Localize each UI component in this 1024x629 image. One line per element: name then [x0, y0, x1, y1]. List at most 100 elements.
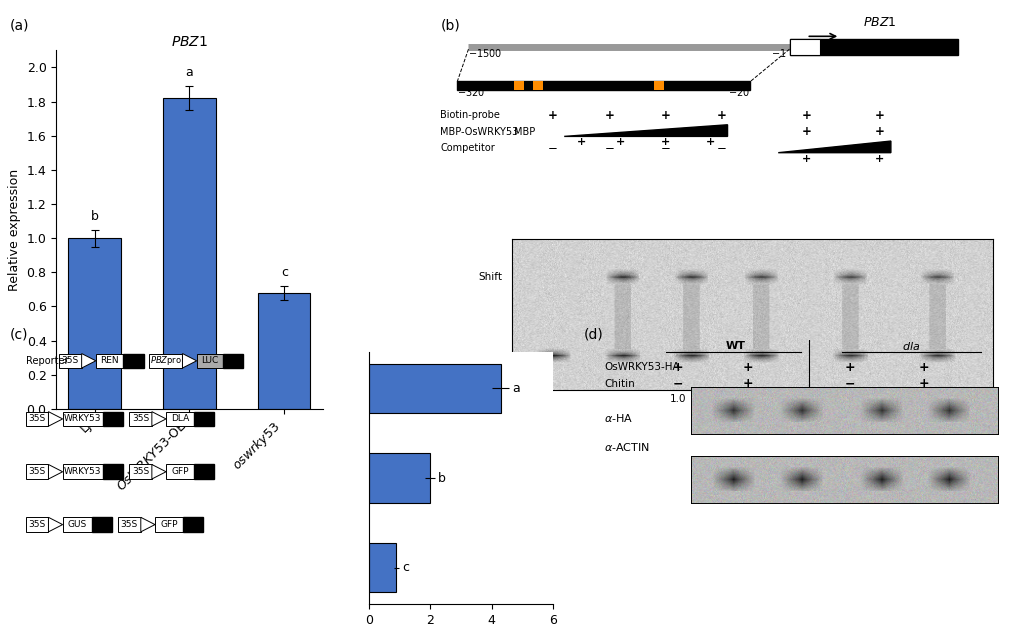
Text: −: −	[660, 142, 671, 155]
Text: MBP-OsWRKY53: MBP-OsWRKY53	[440, 127, 518, 136]
Text: −: −	[604, 142, 614, 155]
Bar	[197, 353, 223, 368]
Text: 35S: 35S	[29, 467, 46, 476]
Polygon shape	[48, 411, 62, 426]
Text: −: −	[717, 142, 727, 155]
Bar	[62, 517, 92, 532]
Text: +: +	[673, 361, 683, 374]
Text: +: +	[706, 137, 716, 147]
Text: 1.0: 1.0	[670, 394, 686, 404]
Text: −: −	[548, 142, 558, 155]
Bar	[194, 464, 214, 479]
Text: 35S: 35S	[132, 415, 150, 423]
Text: $-$1: $-$1	[770, 47, 786, 59]
Bar	[69, 238, 121, 409]
Bar	[457, 81, 750, 90]
Polygon shape	[82, 353, 96, 368]
Bar	[150, 353, 182, 368]
Text: +: +	[615, 137, 626, 147]
Polygon shape	[564, 125, 727, 136]
Text: $-$1500: $-$1500	[469, 47, 503, 59]
Bar	[96, 353, 124, 368]
Text: b: b	[90, 209, 98, 223]
Bar	[534, 81, 544, 90]
Text: $\mathit{dla}$: $\mathit{dla}$	[902, 340, 921, 352]
Text: +: +	[874, 109, 885, 122]
Text: GFP: GFP	[171, 467, 188, 476]
Title: $\mathbf{\mathit{PBZ1}}$: $\mathbf{\mathit{PBZ1}}$	[171, 35, 208, 49]
Bar	[790, 38, 820, 55]
Bar	[164, 98, 215, 409]
Text: +: +	[742, 377, 753, 390]
Bar	[514, 81, 523, 90]
Bar	[124, 353, 143, 368]
Text: WRKY53: WRKY53	[65, 415, 101, 423]
Text: 35S: 35S	[121, 520, 138, 529]
Text: a: a	[185, 66, 194, 79]
Text: +: +	[802, 125, 811, 138]
Text: −: −	[673, 377, 683, 390]
Bar	[118, 517, 141, 532]
Text: 1.9: 1.9	[739, 394, 756, 404]
Text: (d): (d)	[584, 327, 603, 341]
Text: +: +	[577, 137, 586, 147]
Text: +: +	[802, 153, 811, 164]
Text: +: +	[919, 361, 929, 374]
Bar	[58, 353, 82, 368]
Text: Competitor: Competitor	[440, 143, 495, 153]
Text: b: b	[438, 472, 445, 484]
Bar	[182, 517, 203, 532]
Text: $-$20: $-$20	[728, 86, 750, 97]
Y-axis label: Relative expression: Relative expression	[8, 169, 22, 291]
Text: $-$320: $-$320	[457, 86, 485, 97]
Text: Chitin: Chitin	[604, 379, 635, 389]
Bar	[790, 38, 958, 55]
Text: +: +	[660, 109, 671, 122]
Text: OsWRKY53-HA: OsWRKY53-HA	[604, 362, 680, 372]
Text: +: +	[845, 361, 855, 374]
Polygon shape	[140, 517, 155, 532]
Text: −: −	[845, 377, 855, 390]
Text: +: +	[874, 125, 885, 138]
Bar	[155, 517, 182, 532]
Text: Shift: Shift	[478, 272, 503, 282]
Bar	[258, 292, 310, 409]
Text: 35S: 35S	[132, 467, 150, 476]
Text: WT: WT	[725, 341, 745, 351]
Text: GUS: GUS	[68, 520, 87, 529]
Bar	[369, 454, 430, 503]
Text: +: +	[874, 153, 885, 164]
Bar	[92, 517, 113, 532]
Text: a: a	[512, 382, 520, 395]
Polygon shape	[48, 464, 62, 479]
Text: +: +	[919, 377, 929, 390]
Text: REN: REN	[100, 356, 119, 365]
Bar	[166, 411, 194, 426]
Text: (a): (a)	[10, 19, 30, 33]
Bar	[129, 411, 152, 426]
Text: GFP: GFP	[160, 520, 177, 529]
Polygon shape	[48, 517, 62, 532]
Text: +: +	[717, 109, 727, 122]
Bar	[194, 411, 214, 426]
Bar	[26, 517, 48, 532]
Bar	[103, 411, 124, 426]
Polygon shape	[778, 141, 891, 153]
Text: LUC: LUC	[202, 356, 218, 365]
Bar	[166, 464, 194, 479]
Text: 0.9: 0.9	[842, 394, 858, 404]
Text: Free probe: Free probe	[447, 362, 503, 372]
Text: $\mathbf{\mathit{PBZ1}}$: $\mathbf{\mathit{PBZ1}}$	[863, 16, 896, 30]
Text: Biotin-probe: Biotin-probe	[440, 111, 500, 120]
Text: +: +	[742, 361, 753, 374]
Text: 0.8: 0.8	[915, 394, 932, 404]
Text: 35S: 35S	[29, 520, 46, 529]
Polygon shape	[152, 411, 166, 426]
Text: +: +	[802, 109, 811, 122]
Bar	[26, 411, 48, 426]
Polygon shape	[152, 464, 166, 479]
Text: (c): (c)	[10, 327, 29, 341]
Text: $\mathit{PBZ}$pro: $\mathit{PBZ}$pro	[150, 354, 182, 367]
Bar	[26, 464, 48, 479]
Bar	[62, 464, 103, 479]
